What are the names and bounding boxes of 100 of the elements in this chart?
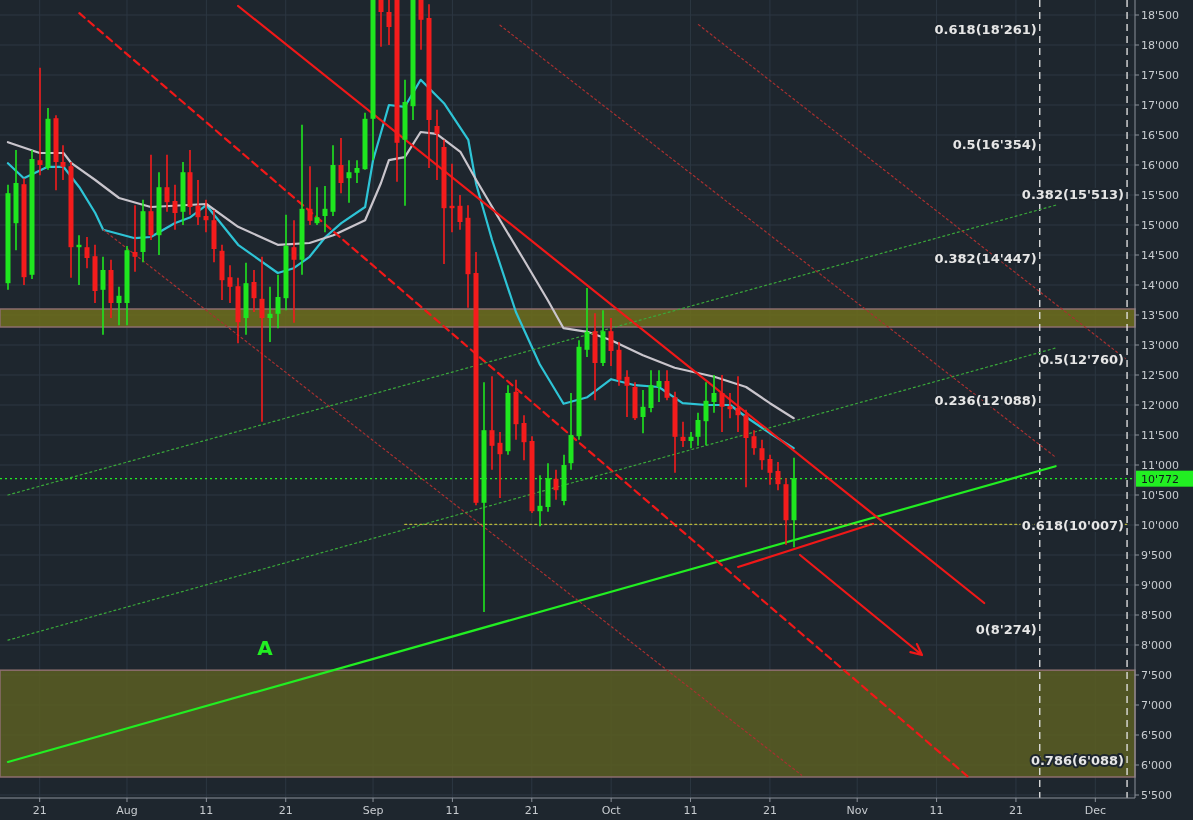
y-tick-label: 17'000: [1141, 99, 1180, 112]
y-tick-label: 14'000: [1141, 279, 1180, 292]
annotation: 0.5(12'760): [1039, 352, 1125, 368]
candlestick: [314, 186, 320, 226]
candlestick: [489, 375, 495, 471]
annotation: A: [257, 636, 274, 660]
x-tick-label: 21: [32, 804, 47, 817]
candlestick: [378, 0, 384, 48]
annotation: 0.236(12'088): [934, 392, 1037, 408]
y-tick-label: 6'500: [1141, 729, 1173, 742]
y-tick-label: 10'000: [1141, 519, 1180, 532]
y-tick-label: 6'000: [1141, 759, 1173, 772]
candlestick: [307, 165, 313, 226]
annotation: 0.618(18'261): [934, 22, 1037, 38]
x-tick-label: 11: [199, 804, 214, 817]
y-tick-label: 16'500: [1141, 129, 1180, 142]
line-series: [6, 78, 795, 450]
y-tick-label: 17'500: [1141, 69, 1180, 82]
candlestick: [719, 374, 725, 433]
candlestick: [695, 412, 701, 447]
candlestick: [457, 194, 463, 231]
candlestick: [553, 469, 559, 501]
candlestick: [259, 256, 265, 423]
y-tick-label: 9'500: [1141, 549, 1173, 562]
x-tick-label: 11: [929, 804, 944, 817]
candlestick: [751, 429, 757, 456]
candlestick: [203, 199, 209, 233]
annotation: 0(8'274): [975, 621, 1037, 637]
x-tick-label: Aug: [116, 804, 138, 817]
candlestick: [584, 287, 590, 358]
x-tick-label: Nov: [846, 804, 869, 817]
y-tick-label: 15'500: [1141, 189, 1180, 202]
candlestick: [680, 421, 686, 448]
y-tick-label: 12'500: [1141, 369, 1180, 382]
candlestick: [434, 109, 440, 181]
candlestick: [624, 369, 630, 418]
candlestick: [703, 381, 709, 446]
candlestick: [164, 154, 170, 213]
candlestick: [227, 264, 233, 304]
y-tick-label: 13'500: [1141, 309, 1180, 322]
x-tick-label: 11: [683, 804, 698, 817]
candlestick: [251, 269, 257, 313]
candlestick: [735, 375, 741, 433]
candlestick: [656, 369, 662, 403]
y-tick-label: 18'500: [1141, 9, 1180, 22]
candlestick: [148, 154, 154, 241]
candlestick: [688, 431, 694, 449]
x-tick-label: 21: [1008, 804, 1023, 817]
y-tick-label: 15'000: [1141, 219, 1180, 232]
candlestick: [743, 409, 749, 488]
y-tick-label: 11'000: [1141, 459, 1180, 472]
candlestick: [346, 159, 352, 204]
y-tick-label: 7'000: [1141, 699, 1173, 712]
x-tick-label: Oct: [601, 804, 622, 817]
y-tick-label: 11'500: [1141, 429, 1180, 442]
candlestick: [84, 236, 90, 269]
y-tick-label: 12'000: [1141, 399, 1180, 412]
y-tick-label: 13'000: [1141, 339, 1180, 352]
x-tick-label: Sep: [362, 804, 384, 817]
y-tick-label: 14'500: [1141, 249, 1180, 262]
candlestick: [640, 389, 646, 434]
candlestick: [37, 67, 43, 176]
y-tick-label: 16'000: [1141, 159, 1180, 172]
candlestick: [664, 369, 670, 401]
y-tick-label: 10'500: [1141, 489, 1180, 502]
y-tick-label: 7'500: [1141, 669, 1173, 682]
annotation: 0.786(6'088): [1030, 752, 1125, 768]
x-tick-label: 11: [445, 804, 460, 817]
candlestick: [521, 414, 527, 461]
candlestick: [497, 431, 503, 499]
candlestick: [338, 137, 344, 194]
candlestick: [608, 317, 614, 367]
candlestick: [195, 179, 201, 226]
candlestick: [354, 159, 360, 184]
candlestick: [322, 185, 328, 233]
annotation: 0.618(10'007): [1021, 517, 1125, 533]
candlestick: [418, 0, 424, 51]
annotation: 0.382(14'447): [934, 251, 1037, 267]
candlestick: [386, 0, 392, 46]
candlestick: [648, 369, 654, 413]
y-tick-label: 8'000: [1141, 639, 1173, 652]
candlestick: [727, 392, 733, 419]
candlestick: [767, 454, 773, 486]
candlestick: [775, 461, 781, 491]
y-tick-label: 9'000: [1141, 579, 1173, 592]
y-tick-label: 8'500: [1141, 609, 1173, 622]
y-tick-label: 18'000: [1141, 39, 1180, 52]
candlestick: [759, 439, 765, 471]
candlestick: [172, 184, 178, 231]
candlestick: [711, 374, 717, 414]
candlestick: [100, 256, 106, 336]
candlestick: [132, 204, 138, 273]
candlestick: [267, 286, 273, 343]
annotation: 0.5(16'354): [952, 136, 1037, 152]
x-tick-label: 21: [524, 804, 539, 817]
ref-line-label: 10'772: [1141, 472, 1180, 486]
x-tick-label: 21: [762, 804, 777, 817]
candlestick: [116, 286, 122, 326]
y-tick-label: 5'500: [1141, 789, 1173, 802]
x-tick-label: 21: [278, 804, 293, 817]
